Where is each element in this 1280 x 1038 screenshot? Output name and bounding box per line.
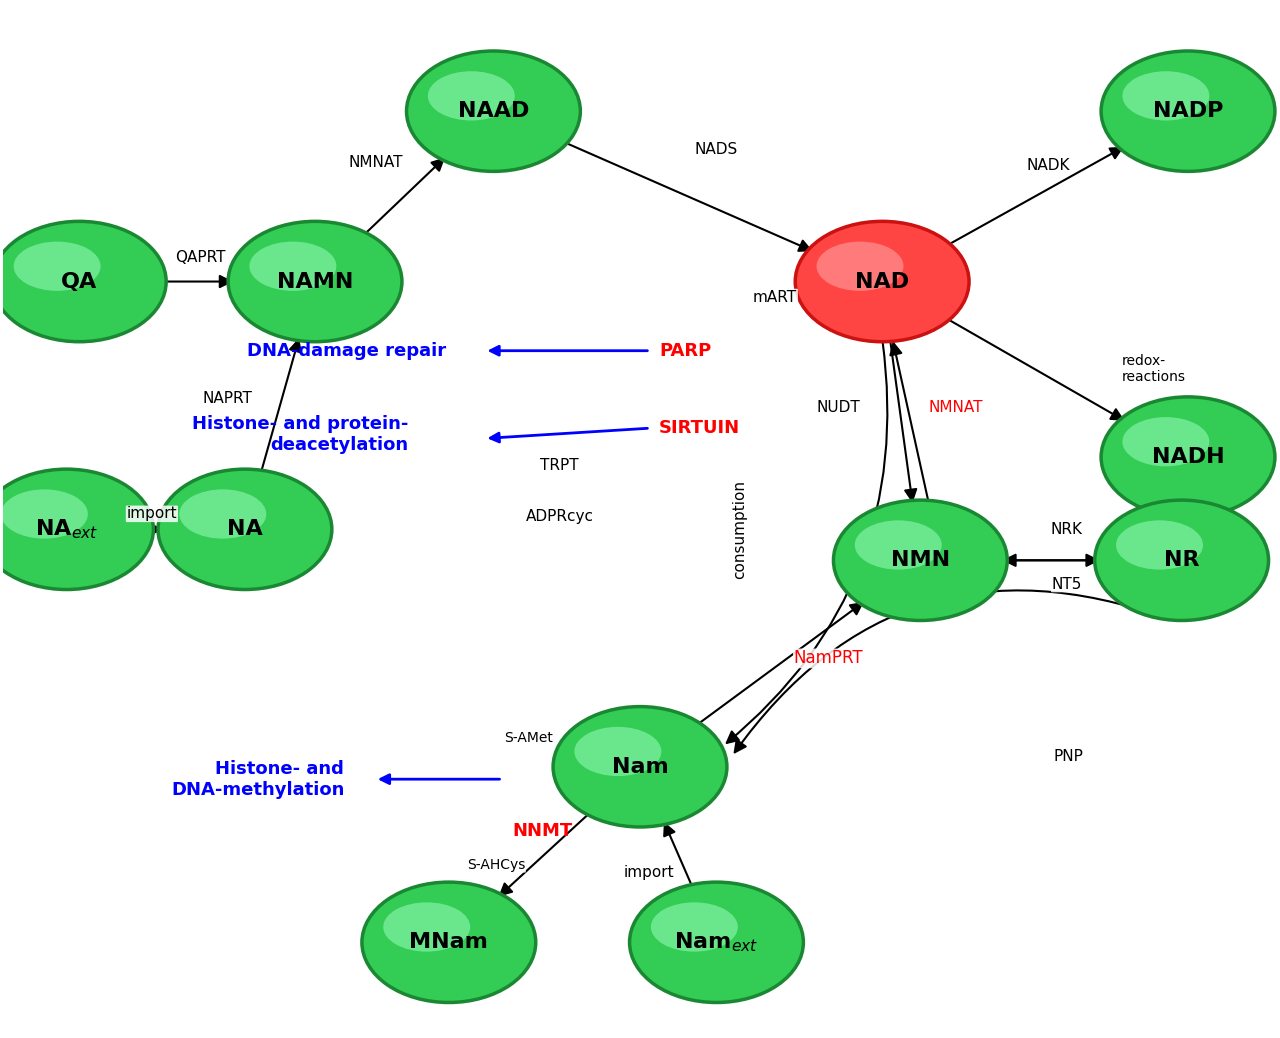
Ellipse shape	[407, 51, 580, 171]
FancyArrowPatch shape	[1002, 554, 1097, 566]
FancyArrowPatch shape	[364, 159, 443, 236]
Ellipse shape	[157, 469, 332, 590]
Text: TRPT: TRPT	[540, 458, 579, 473]
Ellipse shape	[1, 489, 88, 539]
Ellipse shape	[553, 707, 727, 827]
Ellipse shape	[383, 902, 470, 952]
FancyArrowPatch shape	[664, 824, 692, 887]
Ellipse shape	[1123, 72, 1210, 120]
Ellipse shape	[652, 902, 737, 952]
Ellipse shape	[179, 489, 266, 539]
FancyArrowPatch shape	[381, 774, 499, 784]
Ellipse shape	[362, 882, 536, 1003]
Text: NR: NR	[1164, 550, 1199, 570]
FancyArrowPatch shape	[1005, 554, 1100, 566]
Text: NADP: NADP	[1153, 101, 1224, 121]
Ellipse shape	[1094, 500, 1268, 621]
Ellipse shape	[250, 242, 337, 291]
FancyArrowPatch shape	[727, 342, 887, 743]
FancyArrowPatch shape	[148, 524, 161, 535]
Text: QAPRT: QAPRT	[175, 250, 225, 266]
Text: NADH: NADH	[1152, 447, 1225, 467]
Text: Histone- and protein-
deacetylation: Histone- and protein- deacetylation	[192, 415, 408, 454]
Ellipse shape	[630, 882, 804, 1003]
Text: redox-
reactions: redox- reactions	[1121, 354, 1185, 384]
Ellipse shape	[228, 221, 402, 342]
Text: NMNAT: NMNAT	[929, 400, 983, 415]
Ellipse shape	[855, 520, 942, 570]
Text: NADK: NADK	[1027, 159, 1070, 173]
FancyArrowPatch shape	[161, 276, 230, 288]
Text: PNP: PNP	[1053, 749, 1083, 764]
FancyArrowPatch shape	[890, 338, 916, 500]
Text: DNA-damage repair: DNA-damage repair	[247, 342, 447, 360]
Ellipse shape	[0, 221, 166, 342]
Ellipse shape	[428, 72, 515, 120]
FancyArrowPatch shape	[696, 603, 863, 726]
Text: import: import	[127, 507, 177, 521]
Ellipse shape	[1116, 520, 1203, 570]
Text: ADPRcyc: ADPRcyc	[526, 510, 594, 524]
Ellipse shape	[1101, 397, 1275, 517]
Ellipse shape	[817, 242, 904, 291]
Text: S-AHCys: S-AHCys	[467, 857, 525, 872]
Text: NamPRT: NamPRT	[794, 650, 864, 667]
FancyArrowPatch shape	[946, 148, 1123, 246]
Ellipse shape	[14, 242, 101, 291]
Text: NT5: NT5	[1052, 576, 1082, 592]
Ellipse shape	[795, 221, 969, 342]
Text: NAAD: NAAD	[458, 101, 529, 121]
FancyArrowPatch shape	[735, 591, 1166, 753]
Text: SIRTUIN: SIRTUIN	[659, 419, 740, 437]
Text: mART: mART	[753, 290, 797, 304]
Text: NUDT: NUDT	[817, 400, 860, 415]
Text: consumption: consumption	[732, 480, 748, 579]
Text: Nam: Nam	[612, 757, 668, 776]
Text: PARP: PARP	[659, 342, 712, 360]
Text: import: import	[623, 865, 675, 879]
Text: S-AMet: S-AMet	[504, 731, 553, 745]
FancyArrowPatch shape	[946, 318, 1123, 419]
Text: MNam: MNam	[410, 932, 488, 952]
Text: Histone- and
DNA-methylation: Histone- and DNA-methylation	[172, 760, 344, 798]
Ellipse shape	[0, 469, 154, 590]
Text: NNMT: NNMT	[512, 822, 573, 840]
Text: NRK: NRK	[1051, 522, 1083, 537]
Ellipse shape	[1123, 417, 1210, 466]
Ellipse shape	[575, 727, 662, 776]
Text: Nam$_{ext}$: Nam$_{ext}$	[675, 930, 759, 954]
Text: NAD: NAD	[855, 272, 909, 292]
FancyArrowPatch shape	[500, 813, 590, 895]
Text: QA: QA	[61, 272, 97, 292]
Ellipse shape	[1101, 51, 1275, 171]
Text: NAPRT: NAPRT	[202, 390, 252, 406]
Ellipse shape	[833, 500, 1007, 621]
Text: NAMN: NAMN	[276, 272, 353, 292]
FancyArrowPatch shape	[490, 429, 648, 442]
FancyArrowPatch shape	[261, 340, 301, 473]
Text: NA: NA	[227, 519, 262, 540]
Text: NMNAT: NMNAT	[349, 156, 403, 170]
FancyArrowPatch shape	[891, 344, 936, 531]
Text: NADS: NADS	[695, 142, 739, 157]
Text: NMN: NMN	[891, 550, 950, 570]
Text: NA$_{ext}$: NA$_{ext}$	[35, 518, 99, 541]
FancyArrowPatch shape	[563, 141, 810, 251]
FancyArrowPatch shape	[490, 347, 648, 355]
